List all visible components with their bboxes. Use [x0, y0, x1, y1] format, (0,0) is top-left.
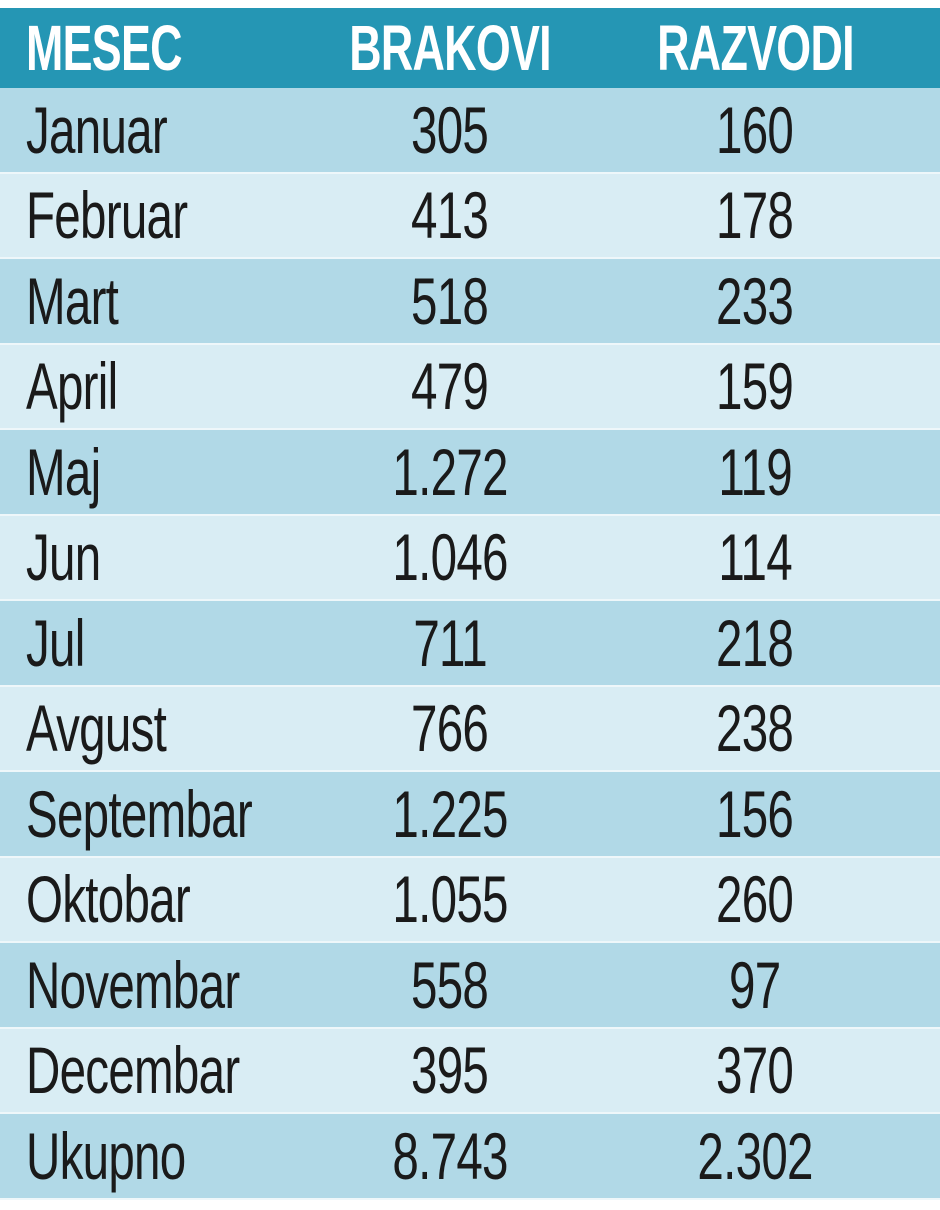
header-marriages: BRAKOVI: [349, 12, 551, 84]
cell-divorces: 238: [716, 691, 794, 766]
cell-marriages: 479: [411, 349, 489, 424]
table-row: Septembar 1.225 156: [0, 772, 940, 858]
cell-month: April: [26, 349, 118, 424]
table-row: Decembar 395 370: [0, 1028, 940, 1114]
cell-month: Decembar: [26, 1033, 240, 1108]
cell-divorces: 178: [716, 178, 794, 253]
cell-divorces: 2.302: [697, 1118, 813, 1193]
cell-month: Januar: [26, 92, 168, 167]
cell-marriages: 558: [411, 947, 489, 1022]
cell-month: Septembar: [26, 776, 253, 851]
cell-divorces: 370: [716, 1033, 794, 1108]
cell-month: Mart: [26, 263, 119, 338]
total-row: Ukupno 8.743 2.302: [0, 1114, 940, 1200]
cell-divorces: 156: [716, 776, 794, 851]
cell-marriages: 413: [411, 178, 489, 253]
cell-month: Maj: [26, 434, 101, 509]
cell-marriages: 1.046: [392, 520, 508, 595]
cell-marriages: 305: [411, 92, 489, 167]
header-month: MESEC: [26, 12, 183, 84]
cell-divorces: 159: [716, 349, 794, 424]
table-row: Avgust 766 238: [0, 686, 940, 772]
cell-month: Avgust: [26, 691, 167, 766]
data-table: MESEC BRAKOVI RAZVODI Januar 305 160 Februa…: [0, 8, 940, 1200]
cell-divorces: 97: [729, 947, 781, 1022]
cell-month: Februar: [26, 178, 188, 253]
cell-marriages: 518: [411, 263, 489, 338]
cell-month: Jun: [26, 520, 101, 595]
cell-divorces: 114: [718, 520, 792, 595]
cell-month: Novembar: [26, 947, 240, 1022]
cell-month: Oktobar: [26, 862, 191, 937]
table-row: April 479 159: [0, 344, 940, 430]
cell-divorces: 160: [716, 92, 794, 167]
cell-marriages: 1.225: [392, 776, 508, 851]
cell-divorces: 119: [718, 434, 792, 509]
table-header: MESEC BRAKOVI RAZVODI: [0, 8, 940, 88]
cell-month: Jul: [26, 605, 85, 680]
table-row: Maj 1.272 119: [0, 430, 940, 516]
table-row: Februar 413 178: [0, 173, 940, 259]
table-row: Mart 518 233: [0, 259, 940, 345]
table-row: Oktobar 1.055 260: [0, 857, 940, 943]
cell-marriages: 711: [413, 605, 487, 680]
cell-marriages: 8.743: [392, 1118, 508, 1193]
header-divorces: RAZVODI: [656, 12, 854, 84]
cell-divorces: 233: [716, 263, 794, 338]
table-row: Jul 711 218: [0, 601, 940, 687]
cell-divorces: 218: [716, 605, 794, 680]
cell-divorces: 260: [716, 862, 794, 937]
cell-marriages: 766: [411, 691, 489, 766]
cell-marriages: 1.055: [392, 862, 508, 937]
cell-month: Ukupno: [26, 1118, 186, 1193]
cell-marriages: 395: [411, 1033, 489, 1108]
table-row: Januar 305 160: [0, 88, 940, 174]
table-row: Novembar 558 97: [0, 943, 940, 1029]
cell-marriages: 1.272: [392, 434, 508, 509]
table-row: Jun 1.046 114: [0, 515, 940, 601]
